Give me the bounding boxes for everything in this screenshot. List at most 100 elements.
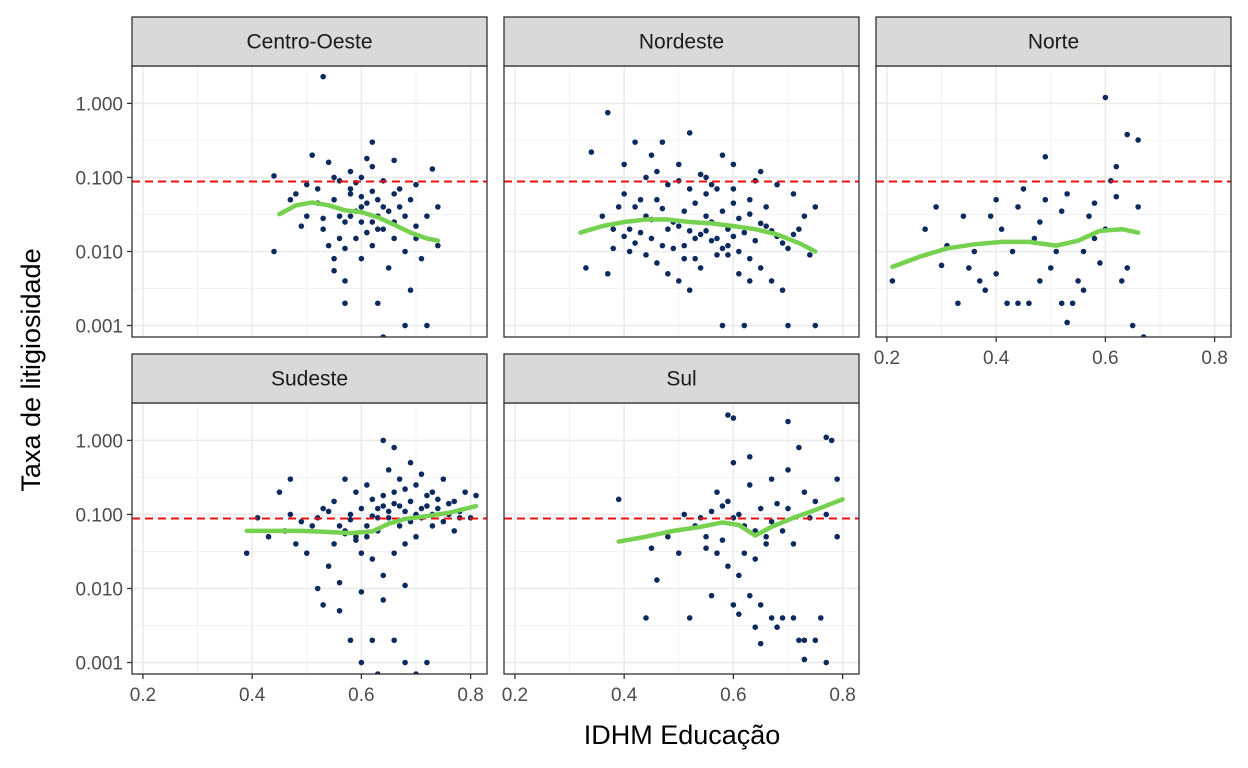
data-point	[708, 181, 715, 188]
data-point	[271, 173, 277, 179]
data-point	[785, 505, 791, 512]
data-point	[331, 267, 337, 274]
data-point	[353, 537, 359, 543]
data-point	[287, 476, 294, 482]
data-point	[1091, 235, 1098, 242]
data-point	[681, 242, 688, 249]
smooth-line	[616, 497, 845, 544]
data-point	[730, 186, 737, 192]
data-point	[435, 505, 441, 512]
data-point	[1102, 94, 1109, 101]
data-point	[817, 615, 824, 621]
data-point	[757, 602, 764, 608]
data-point	[1086, 213, 1092, 219]
data-point	[714, 489, 720, 495]
data-point	[402, 248, 408, 255]
data-point	[692, 255, 698, 262]
data-point	[604, 270, 611, 277]
x-tick-label: 0.4	[983, 348, 1010, 369]
data-point	[402, 508, 408, 515]
x-tick-label: 0.6	[1092, 348, 1118, 369]
data-point	[391, 191, 397, 197]
data-point	[757, 265, 764, 271]
data-point	[703, 174, 709, 181]
data-point	[347, 191, 354, 197]
data-point	[719, 245, 726, 252]
data-point	[391, 550, 397, 556]
data-point	[451, 498, 458, 505]
x-tick-label: 0.8	[829, 685, 855, 706]
data-point	[1080, 287, 1087, 294]
strip-background	[503, 16, 860, 67]
data-point	[686, 130, 693, 136]
data-point	[654, 196, 660, 203]
data-point	[1113, 163, 1120, 170]
data-point	[741, 322, 748, 329]
x-tick-label: 0.2	[874, 348, 900, 369]
data-point	[790, 231, 797, 238]
data-point	[955, 300, 961, 307]
data-point	[654, 168, 660, 175]
data-point	[933, 204, 939, 210]
data-point	[823, 511, 830, 518]
data-point	[768, 518, 775, 525]
data-point	[686, 228, 693, 234]
data-point	[331, 196, 337, 203]
smooth-line	[890, 226, 1141, 270]
strip-label: Centro-Oeste	[246, 31, 372, 54]
x-tick-label: 0.8	[1201, 348, 1227, 369]
data-point	[435, 204, 441, 210]
data-point	[790, 615, 797, 621]
data-point	[396, 186, 403, 192]
data-point	[1064, 319, 1070, 326]
data-point	[358, 505, 365, 512]
data-point	[714, 235, 720, 242]
smooth-line	[277, 200, 441, 243]
data-point	[298, 223, 305, 229]
data-point	[637, 229, 644, 236]
data-point	[342, 219, 348, 225]
strip-label: Sudeste	[271, 368, 348, 391]
data-point	[418, 255, 425, 262]
data-point	[719, 152, 726, 158]
data-point	[725, 252, 731, 258]
data-point	[342, 278, 348, 284]
data-point	[364, 229, 370, 236]
data-point	[336, 523, 343, 529]
data-point	[774, 181, 780, 188]
data-point	[643, 615, 649, 621]
data-point	[785, 418, 791, 425]
data-point	[407, 459, 414, 466]
strip-label: Sul	[666, 368, 696, 391]
data-point	[615, 204, 622, 210]
data-point	[391, 637, 397, 644]
data-point	[374, 196, 381, 203]
data-point	[796, 444, 802, 451]
data-point	[347, 186, 354, 192]
data-point	[402, 582, 408, 589]
data-point	[265, 533, 272, 540]
data-point	[413, 533, 419, 540]
data-point	[380, 503, 387, 509]
data-point	[637, 196, 644, 203]
data-point	[686, 287, 693, 294]
data-point	[763, 204, 769, 210]
data-point	[293, 191, 299, 197]
data-point	[719, 537, 726, 543]
data-point	[271, 248, 277, 255]
data-point	[654, 577, 660, 583]
data-point	[336, 213, 343, 219]
data-point	[960, 213, 967, 219]
strip-background	[875, 16, 1232, 67]
data-point	[1042, 154, 1049, 160]
data-point	[675, 550, 682, 556]
data-point	[725, 498, 731, 505]
data-point	[714, 550, 720, 556]
data-point	[703, 228, 709, 234]
data-point	[320, 226, 326, 232]
data-point	[714, 186, 720, 192]
data-point	[374, 671, 381, 674]
data-point	[369, 242, 376, 249]
data-point	[435, 242, 441, 249]
y-axis-title: Taxa de litigiosidade	[16, 248, 46, 491]
